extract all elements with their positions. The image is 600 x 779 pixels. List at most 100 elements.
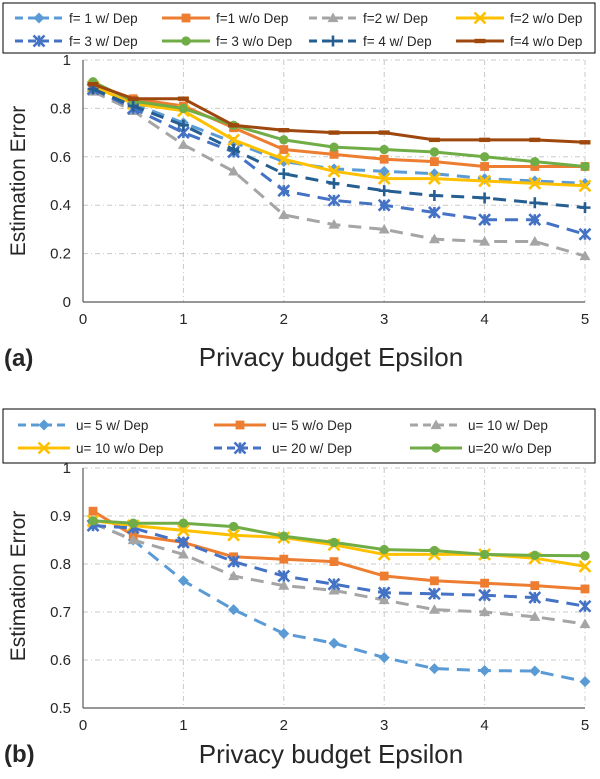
data-point xyxy=(528,591,542,605)
data-point xyxy=(579,618,591,629)
legend-swatch-marker xyxy=(430,419,442,430)
data-point xyxy=(528,177,542,190)
data-point xyxy=(530,581,540,590)
panel-label-a: (a) xyxy=(4,345,33,372)
legend-item-f-1-w-o-dep: f=1 w/o Dep xyxy=(162,11,288,26)
data-point xyxy=(579,676,591,688)
legend-item-u-5-w-dep: u= 5 w/ Dep xyxy=(18,418,148,433)
data-point xyxy=(479,137,491,143)
data-point xyxy=(428,604,440,614)
data-point xyxy=(479,236,491,246)
legend-label: f= 3 w/ Dep xyxy=(69,34,138,49)
data-point xyxy=(127,534,139,545)
data-point xyxy=(529,137,541,143)
data-point xyxy=(127,96,139,101)
legend-box-a xyxy=(2,2,596,54)
series-line xyxy=(92,521,586,626)
data-point xyxy=(580,551,590,561)
data-point xyxy=(177,119,189,131)
x-tick-label: 0 xyxy=(79,311,87,328)
data-point xyxy=(329,149,339,159)
data-point xyxy=(329,142,339,152)
legend-swatch-marker xyxy=(233,441,247,455)
legend-item-f-4-w-o-dep: f=4 w/o Dep xyxy=(456,34,582,49)
data-point xyxy=(227,528,241,542)
data-point xyxy=(277,184,291,198)
data-point xyxy=(428,663,440,675)
data-point xyxy=(379,154,389,164)
data-point xyxy=(279,554,289,564)
data-point xyxy=(329,537,339,548)
legend-item-u-10-w-o-dep: u= 10 w/o Dep xyxy=(18,441,163,456)
legend-a: f= 1 w/ Dep f=1 w/o Dep f=2 w/ Dep f=2 w/o … xyxy=(15,11,582,49)
data-point xyxy=(279,145,289,154)
data-point xyxy=(429,147,440,157)
legend-label: f=1 w/o Dep xyxy=(216,11,288,26)
data-point xyxy=(378,185,390,197)
y-tick-label: 0.6 xyxy=(50,149,71,166)
legend-swatch-marker xyxy=(38,419,50,431)
legend-item-u-20-w-dep: u= 20 w/ Dep xyxy=(214,441,352,456)
series-f-3-w-o-dep xyxy=(88,77,590,172)
data-point xyxy=(178,103,189,114)
legend-item-u-10-w-dep: u= 10 w/ Dep xyxy=(410,418,548,433)
legend-item-u-20-w-o-dep: u=20 w/o Dep xyxy=(410,441,552,456)
series-line xyxy=(92,524,586,608)
y-axis-label-b: Estimation Error xyxy=(7,511,30,662)
data-point xyxy=(428,233,440,244)
legend-swatch-marker xyxy=(33,12,45,24)
data-point xyxy=(88,516,98,526)
data-point xyxy=(479,665,491,677)
data-point xyxy=(228,570,240,581)
data-point xyxy=(277,569,291,583)
data-point xyxy=(278,628,290,640)
x-tick-label: 5 xyxy=(581,311,589,328)
data-point xyxy=(377,198,391,212)
data-point xyxy=(479,152,490,162)
data-point xyxy=(177,96,189,101)
legend-label: f= 3 w/o Dep xyxy=(216,34,292,49)
data-point xyxy=(578,559,592,573)
data-point xyxy=(378,594,390,605)
data-point xyxy=(427,587,441,601)
data-point xyxy=(478,174,492,188)
data-point xyxy=(177,548,189,559)
data-point xyxy=(328,637,340,649)
data-point xyxy=(479,606,491,617)
data-point xyxy=(580,161,590,172)
panel-a: f= 1 w/ Dep f=1 w/o Dep f=2 w/ Dep f=2 w/o … xyxy=(2,2,596,372)
panel-b: u= 5 w/ Dep u= 5 w/o Dep u= 10 w/ Dep u= 10… xyxy=(2,408,596,769)
x-axis-label-a: Privacy budget Epsilon xyxy=(199,342,463,372)
data-point xyxy=(530,162,540,171)
data-point xyxy=(530,156,540,167)
data-point xyxy=(228,521,239,532)
legend-swatch-marker xyxy=(32,34,46,48)
data-point xyxy=(228,144,240,156)
data-point xyxy=(88,506,98,516)
y-axis-label-a: Estimation Error xyxy=(7,106,30,257)
x-tick-label: 4 xyxy=(480,717,488,734)
data-point xyxy=(579,250,591,261)
data-point xyxy=(176,535,190,549)
data-point xyxy=(279,531,289,541)
data-point xyxy=(377,172,391,185)
legend-swatch-marker xyxy=(431,443,441,453)
data-point xyxy=(378,130,390,135)
x-tick-label: 4 xyxy=(480,311,488,328)
data-point xyxy=(427,206,441,219)
x-axis-label-b: Privacy budget Epsilon xyxy=(199,739,463,769)
legend-item-f-3-w-o-dep: f= 3 w/o Dep xyxy=(162,34,292,49)
data-point xyxy=(580,584,590,594)
legend-label: u=20 w/o Dep xyxy=(468,441,552,456)
legend-swatch-marker xyxy=(181,36,191,46)
data-point xyxy=(278,127,290,133)
series-u-20-w-dep xyxy=(86,519,592,613)
legend-swatch-marker xyxy=(37,441,51,455)
x-tick-label: 1 xyxy=(179,717,187,734)
data-point xyxy=(379,144,389,155)
data-point xyxy=(327,164,341,178)
series-u-5-w-o-dep xyxy=(88,506,590,594)
plot-area-a: 0 1 2 3 4 5 0 0.2 0.4 0.6 0.8 1 xyxy=(50,52,592,328)
y-tick-label: 0.4 xyxy=(50,197,71,214)
